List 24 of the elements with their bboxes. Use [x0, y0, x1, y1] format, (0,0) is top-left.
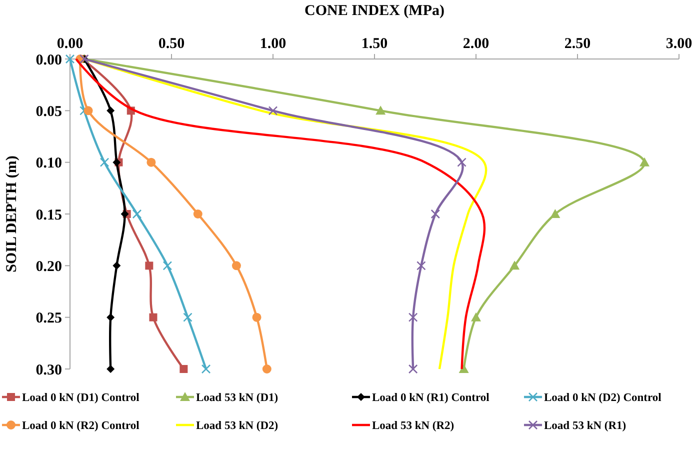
x-axis-title: CONE INDEX (MPa)	[304, 3, 444, 19]
y-tick-label: 0.20	[36, 258, 62, 275]
x-tick-label: 2.50	[564, 36, 591, 52]
y-tick-label: 0.10	[36, 156, 62, 172]
x-tick-label: 1.50	[361, 36, 388, 52]
x-tick-label: 0.00	[56, 36, 84, 52]
legend-label: Load 53 kN (R1)	[544, 420, 626, 432]
legend-label: Load 0 kN (R1) Control	[372, 392, 490, 404]
y-tick-label: 0.15	[36, 207, 62, 224]
legend-label: Load 0 kN (R2) Control	[22, 420, 140, 432]
legend-label: Load 53 kN (D2)	[196, 420, 278, 432]
legend-label: Load 53 kN (R2)	[372, 420, 454, 432]
y-tick-label: 0.05	[36, 104, 62, 120]
x-tick-label: 3.00	[666, 36, 692, 52]
x-tick-label: 1.00	[260, 36, 286, 52]
legend-label: Load 0 kN (D1) Control	[22, 392, 140, 404]
y-tick-label: 0.30	[36, 362, 62, 378]
legend-label: Load 0 kN (D2) Control	[544, 392, 662, 404]
x-tick-label: 0.50	[158, 36, 185, 52]
y-tick-label: 0.25	[36, 310, 62, 327]
y-axis-title: SOIL DEPTH (m)	[4, 156, 20, 272]
legend-label: Load 53 kN (D1)	[196, 392, 278, 404]
y-tick-label: 0.00	[36, 52, 62, 68]
x-tick-label: 2.00	[462, 36, 490, 52]
